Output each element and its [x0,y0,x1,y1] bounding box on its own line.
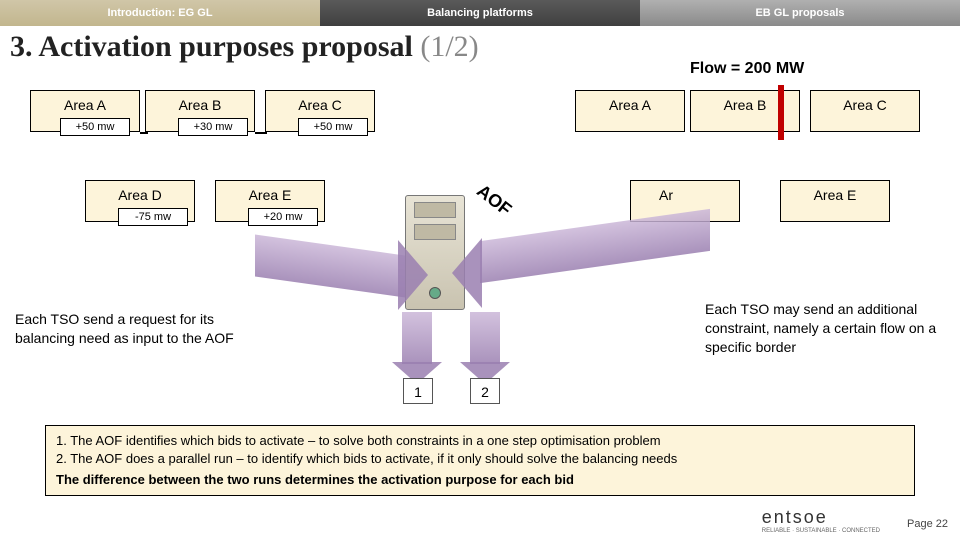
connector [140,132,148,134]
explain-line1: 1. The AOF identifies which bids to acti… [56,432,904,450]
explain-line2: 2. The AOF does a parallel run – to iden… [56,450,904,468]
tab-balancing[interactable]: Balancing platforms [320,0,640,26]
desc-left: Each TSO send a request for its balancin… [15,310,235,348]
page-title: 3. Activation purposes proposal (1/2) [10,30,479,64]
aof-label: AOF [473,181,516,221]
mw-d-left: -75 mw [118,208,188,226]
explain-diff: The difference between the two runs dete… [56,471,904,489]
mw-b-left: +30 mw [178,118,248,136]
area-a-right: Area A [575,90,685,132]
arrow-out-2 [470,312,500,364]
explain-box: 1. The AOF identifies which bids to acti… [45,425,915,496]
title-text: 3. Activation purposes proposal [10,30,420,63]
flow-marker [778,85,784,140]
area-c-right: Area C [810,90,920,132]
arrow-right-in [480,209,710,283]
connector [255,132,267,134]
entsoe-logo: entsoe RELIABLE · SUSTAINABLE · CONNECTE… [762,507,880,534]
step-1-box: 1 [403,378,433,404]
title-fraction: (1/2) [420,30,478,63]
logo-text: entsoe [762,507,828,527]
step-2-box: 2 [470,378,500,404]
arrow-left-in [255,234,405,297]
tab-intro[interactable]: Introduction: EG GL [0,0,320,26]
arrow-left-in-head [398,240,428,310]
arrow-out-1 [402,312,432,364]
mw-c-left: +50 mw [298,118,368,136]
area-e-right: Area E [780,180,890,222]
arrow-right-in-head [452,238,482,308]
page-number: Page 22 [907,518,948,530]
flow-label: Flow = 200 MW [690,60,804,78]
mw-e-left: +20 mw [248,208,318,226]
tab-bar: Introduction: EG GL Balancing platforms … [0,0,960,26]
mw-a-left: +50 mw [60,118,130,136]
desc-right: Each TSO may send an additional constrai… [705,300,940,357]
tab-proposals[interactable]: EB GL proposals [640,0,960,26]
logo-subtitle: RELIABLE · SUSTAINABLE · CONNECTED [762,528,880,534]
